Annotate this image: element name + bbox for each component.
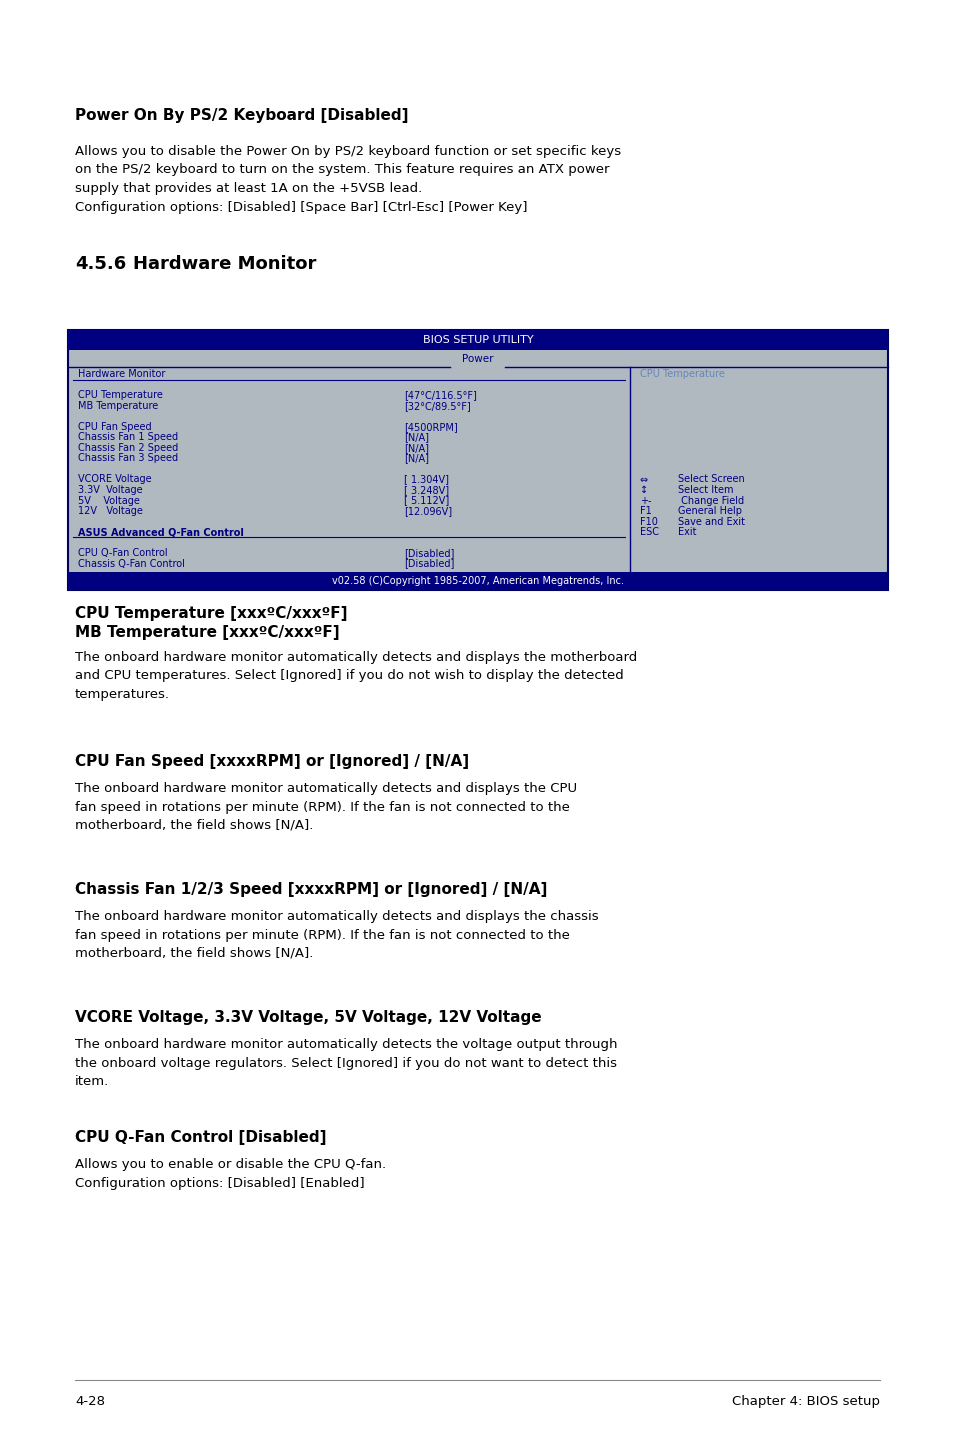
Text: [N/A]: [N/A]	[404, 453, 429, 463]
Text: ESC: ESC	[639, 528, 658, 536]
Text: CPU Temperature [xxxºC/xxxºF]
MB Temperature [xxxºC/xxxºF]: CPU Temperature [xxxºC/xxxºF] MB Tempera…	[75, 605, 347, 640]
Text: Chassis Fan 2 Speed: Chassis Fan 2 Speed	[78, 443, 178, 453]
Text: 12V   Voltage: 12V Voltage	[78, 506, 143, 516]
Text: The onboard hardware monitor automatically detects and displays the motherboard
: The onboard hardware monitor automatical…	[75, 651, 637, 700]
Text: Chassis Fan 3 Speed: Chassis Fan 3 Speed	[78, 453, 178, 463]
Bar	[68, 329, 887, 349]
Text: CPU Fan Speed: CPU Fan Speed	[78, 421, 152, 431]
Text: [4500RPM]: [4500RPM]	[404, 421, 457, 431]
Text: ↕: ↕	[639, 485, 647, 495]
Text: The onboard hardware monitor automatically detects the voltage output through
th: The onboard hardware monitor automatical…	[75, 1038, 617, 1089]
Text: Exit: Exit	[677, 528, 696, 536]
Text: Chassis Fan 1 Speed: Chassis Fan 1 Speed	[78, 433, 178, 443]
Text: [32°C/89.5°F]: [32°C/89.5°F]	[404, 401, 471, 411]
Text: [ 5.112V]: [ 5.112V]	[404, 496, 449, 506]
Text: +-: +-	[639, 496, 651, 506]
Text: [12.096V]: [12.096V]	[404, 506, 452, 516]
Text: The onboard hardware monitor automatically detects and displays the chassis
fan : The onboard hardware monitor automatical…	[75, 910, 598, 961]
Text: 5V    Voltage: 5V Voltage	[78, 496, 140, 506]
Text: [ 1.304V]: [ 1.304V]	[404, 475, 449, 485]
Text: Power On By PS/2 Keyboard [Disabled]: Power On By PS/2 Keyboard [Disabled]	[75, 108, 408, 124]
Bar	[450, 349, 505, 367]
Text: Chapter 4: BIOS setup: Chapter 4: BIOS setup	[731, 1395, 879, 1408]
Text: [Disabled]: [Disabled]	[404, 558, 454, 568]
Text: [47°C/116.5°F]: [47°C/116.5°F]	[404, 390, 476, 400]
Bar	[68, 572, 887, 590]
Text: [N/A]: [N/A]	[404, 443, 429, 453]
Text: Select Screen: Select Screen	[677, 475, 743, 485]
Text: v02.58 (C)Copyright 1985-2007, American Megatrends, Inc.: v02.58 (C)Copyright 1985-2007, American …	[332, 577, 623, 587]
Text: F1: F1	[639, 506, 651, 516]
Text: MB Temperature: MB Temperature	[78, 401, 158, 411]
Text: 3.3V  Voltage: 3.3V Voltage	[78, 485, 143, 495]
Text: Chassis Q-Fan Control: Chassis Q-Fan Control	[78, 558, 185, 568]
Text: VCORE Voltage: VCORE Voltage	[78, 475, 152, 485]
Text: 4-28: 4-28	[75, 1395, 105, 1408]
Text: F10: F10	[639, 516, 657, 526]
Text: [Disabled]: [Disabled]	[404, 548, 454, 558]
Text: 4.5.6: 4.5.6	[75, 255, 126, 273]
Text: VCORE Voltage, 3.3V Voltage, 5V Voltage, 12V Voltage: VCORE Voltage, 3.3V Voltage, 5V Voltage,…	[75, 1009, 541, 1025]
Text: Select Item: Select Item	[677, 485, 733, 495]
Text: [N/A]: [N/A]	[404, 433, 429, 443]
Text: CPU Q-Fan Control [Disabled]: CPU Q-Fan Control [Disabled]	[75, 1130, 326, 1145]
Text: [ 3.248V]: [ 3.248V]	[404, 485, 449, 495]
Text: Change Field: Change Field	[677, 496, 743, 506]
Text: Allows you to enable or disable the CPU Q-fan.
Configuration options: [Disabled]: Allows you to enable or disable the CPU …	[75, 1158, 386, 1189]
Text: Chassis Fan 1/2/3 Speed [xxxxRPM] or [Ignored] / [N/A]: Chassis Fan 1/2/3 Speed [xxxxRPM] or [Ig…	[75, 881, 547, 897]
Text: Allows you to disable the Power On by PS/2 keyboard function or set specific key: Allows you to disable the Power On by PS…	[75, 145, 620, 213]
Text: Hardware Monitor: Hardware Monitor	[132, 255, 316, 273]
Text: Hardware Monitor: Hardware Monitor	[78, 370, 165, 380]
Text: General Help: General Help	[677, 506, 740, 516]
Text: BIOS SETUP UTILITY: BIOS SETUP UTILITY	[422, 335, 533, 345]
Text: CPU Fan Speed [xxxxRPM] or [Ignored] / [N/A]: CPU Fan Speed [xxxxRPM] or [Ignored] / […	[75, 754, 469, 769]
Bar	[68, 329, 887, 590]
Text: ASUS Advanced Q-Fan Control: ASUS Advanced Q-Fan Control	[78, 528, 244, 536]
Text: Power: Power	[462, 354, 494, 364]
Text: The onboard hardware monitor automatically detects and displays the CPU
fan spee: The onboard hardware monitor automatical…	[75, 782, 577, 833]
Text: CPU Temperature: CPU Temperature	[639, 370, 724, 380]
Text: CPU Temperature: CPU Temperature	[78, 390, 163, 400]
Text: CPU Q-Fan Control: CPU Q-Fan Control	[78, 548, 168, 558]
Text: Save and Exit: Save and Exit	[677, 516, 744, 526]
Text: ⇔: ⇔	[639, 475, 647, 485]
